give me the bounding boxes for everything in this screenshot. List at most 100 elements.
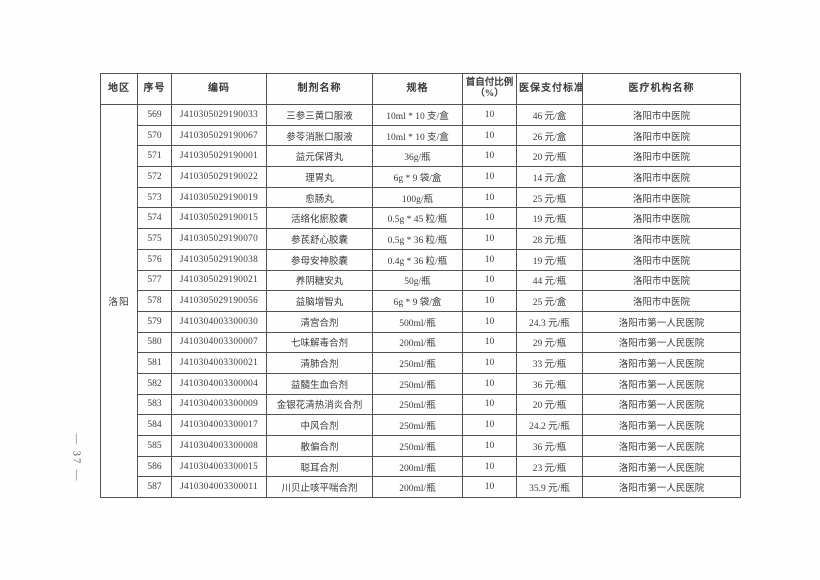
cell-institution: 洛阳市第一人民医院 bbox=[582, 455, 741, 478]
cell-standard: 25 元/盒 bbox=[516, 290, 583, 312]
cell-code: J410304003300007 bbox=[171, 331, 267, 354]
cell-institution: 洛阳市第一人民医院 bbox=[582, 414, 741, 436]
cell-ratio: 10 bbox=[462, 104, 517, 126]
cell-code: J410305029190015 bbox=[171, 207, 267, 230]
cell-name: 散偏合剂 bbox=[266, 435, 373, 457]
cell-institution: 洛阳市中医院 bbox=[582, 248, 741, 271]
col-header-standard: 医保支付标准 bbox=[516, 73, 583, 105]
cell-standard: 33 元/瓶 bbox=[516, 352, 583, 374]
table-row: 571 J410305029190001 益元保肾丸 36g/瓶 10 20 元/瓶 洛阳市… bbox=[101, 145, 741, 168]
cell-spec: 200ml/瓶 bbox=[372, 455, 463, 478]
cell-seq: 586 bbox=[137, 455, 172, 478]
cell-standard: 20 元/瓶 bbox=[516, 393, 583, 416]
cell-institution: 洛阳市中医院 bbox=[582, 228, 741, 250]
table-header: 地区 序号 编码 制剂名称 规格 首自付比例 （%） 医保支付标准 医疗机构名称 bbox=[100, 73, 741, 105]
cell-institution: 洛阳市中医院 bbox=[582, 290, 741, 312]
col-header-spec: 规格 bbox=[372, 73, 463, 105]
cell-spec: 200ml/瓶 bbox=[372, 476, 463, 499]
cell-code: J410304003300030 bbox=[171, 310, 267, 333]
cell-ratio: 10 bbox=[462, 476, 517, 499]
cell-institution: 洛阳市中医院 bbox=[582, 166, 741, 188]
cell-name: 清肺合剂 bbox=[266, 352, 373, 374]
cell-institution: 洛阳市中医院 bbox=[582, 207, 741, 230]
table-row: 582 J410304003300004 益髓生血合剂 250ml/瓶 10 36 元/瓶… bbox=[101, 372, 741, 395]
cell-seq: 570 bbox=[137, 124, 172, 147]
cell-ratio: 10 bbox=[462, 290, 517, 312]
cell-seq: 577 bbox=[137, 269, 172, 292]
cell-spec: 250ml/瓶 bbox=[372, 393, 463, 416]
cell-spec: 500ml/瓶 bbox=[372, 310, 463, 333]
page-number: — 37 — bbox=[70, 433, 82, 483]
cell-name: 益元保肾丸 bbox=[266, 145, 373, 168]
cell-name: 益脑增智丸 bbox=[266, 290, 373, 312]
table-row: 578 J410305029190056 益脑增智丸 6g * 9 袋/盒 10 25 元… bbox=[101, 290, 741, 312]
table-row: 577 J410305029190021 养阴糖安丸 50g/瓶 10 44 元/瓶 洛阳市… bbox=[101, 269, 741, 292]
cell-seq: 575 bbox=[137, 228, 172, 250]
cell-code: J410304003300011 bbox=[171, 476, 267, 499]
cell-code: J410304003300008 bbox=[171, 435, 267, 457]
cell-code: J410304003300009 bbox=[171, 393, 267, 416]
cell-name: 聪耳合剂 bbox=[266, 455, 373, 478]
cell-code: J410304003300015 bbox=[171, 455, 267, 478]
cell-standard: 46 元/盒 bbox=[516, 104, 583, 126]
cell-standard: 20 元/瓶 bbox=[516, 145, 583, 168]
table-row: 580 J410304003300007 七味解毒合剂 200ml/瓶 10 29 元/瓶… bbox=[101, 331, 741, 354]
cell-seq: 581 bbox=[137, 352, 172, 374]
region-cell: 洛阳 bbox=[100, 103, 138, 499]
medication-table: 地区 序号 编码 制剂名称 规格 首自付比例 （%） 医保支付标准 医疗机构名称… bbox=[100, 73, 741, 499]
cell-spec: 250ml/瓶 bbox=[372, 435, 463, 457]
cell-spec: 250ml/瓶 bbox=[372, 352, 463, 374]
cell-standard: 23 元/瓶 bbox=[516, 455, 583, 478]
cell-name: 活络化瘀胶囊 bbox=[266, 207, 373, 230]
cell-institution: 洛阳市中医院 bbox=[582, 186, 741, 209]
cell-ratio: 10 bbox=[462, 186, 517, 209]
cell-institution: 洛阳市第一人民医院 bbox=[582, 393, 741, 416]
cell-seq: 576 bbox=[137, 248, 172, 271]
cell-ratio: 10 bbox=[462, 455, 517, 478]
table-row: 583 J410304003300009 金银花清热消炎合剂 250ml/瓶 10 20 … bbox=[101, 393, 741, 416]
cell-standard: 19 元/瓶 bbox=[516, 207, 583, 230]
cell-institution: 洛阳市第一人民医院 bbox=[582, 372, 741, 395]
cell-standard: 44 元/瓶 bbox=[516, 269, 583, 292]
cell-institution: 洛阳市第一人民医院 bbox=[582, 352, 741, 374]
cell-name: 川贝止咳平喘合剂 bbox=[266, 476, 373, 499]
cell-seq: 579 bbox=[137, 310, 172, 333]
cell-seq: 572 bbox=[137, 166, 172, 188]
cell-spec: 250ml/瓶 bbox=[372, 414, 463, 436]
cell-code: J410305029190019 bbox=[171, 186, 267, 209]
cell-ratio: 10 bbox=[462, 248, 517, 271]
cell-seq: 584 bbox=[137, 414, 172, 436]
col-header-institution: 医疗机构名称 bbox=[582, 73, 741, 105]
cell-spec: 250ml/瓶 bbox=[372, 372, 463, 395]
cell-seq: 571 bbox=[137, 145, 172, 168]
cell-ratio: 10 bbox=[462, 207, 517, 230]
cell-code: J410305029190021 bbox=[171, 269, 267, 292]
cell-ratio: 10 bbox=[462, 310, 517, 333]
cell-code: J410304003300004 bbox=[171, 372, 267, 395]
cell-code: J410305029190070 bbox=[171, 228, 267, 250]
cell-name: 理胃丸 bbox=[266, 166, 373, 188]
table-row: 587 J410304003300011 川贝止咳平喘合剂 200ml/瓶 10 35.9… bbox=[101, 476, 741, 499]
cell-code: J410305029190022 bbox=[171, 166, 267, 188]
cell-ratio: 10 bbox=[462, 166, 517, 188]
cell-seq: 578 bbox=[137, 290, 172, 312]
table-row: 575 J410305029190070 参芪舒心胶囊 0.5g * 36 粒/瓶 10… bbox=[101, 228, 741, 250]
cell-standard: 24.2 元/瓶 bbox=[516, 414, 583, 436]
col-header-code: 编码 bbox=[171, 73, 267, 105]
col-header-name: 制剂名称 bbox=[266, 73, 373, 105]
cell-code: J410305029190033 bbox=[171, 104, 267, 126]
cell-standard: 35.9 元/瓶 bbox=[516, 476, 583, 499]
cell-name: 益髓生血合剂 bbox=[266, 372, 373, 395]
cell-spec: 50g/瓶 bbox=[372, 269, 463, 292]
cell-ratio: 10 bbox=[462, 228, 517, 250]
cell-ratio: 10 bbox=[462, 352, 517, 374]
cell-spec: 10ml * 10 支/盒 bbox=[372, 104, 463, 126]
cell-institution: 洛阳市第一人民医院 bbox=[582, 310, 741, 333]
cell-standard: 24.3 元/瓶 bbox=[516, 310, 583, 333]
cell-standard: 26 元/盒 bbox=[516, 124, 583, 147]
cell-spec: 0.5g * 45 粒/瓶 bbox=[372, 207, 463, 230]
cell-institution: 洛阳市第一人民医院 bbox=[582, 435, 741, 457]
ratio-header-line2: （%） bbox=[475, 89, 504, 99]
cell-institution: 洛阳市中医院 bbox=[582, 104, 741, 126]
cell-ratio: 10 bbox=[462, 331, 517, 354]
